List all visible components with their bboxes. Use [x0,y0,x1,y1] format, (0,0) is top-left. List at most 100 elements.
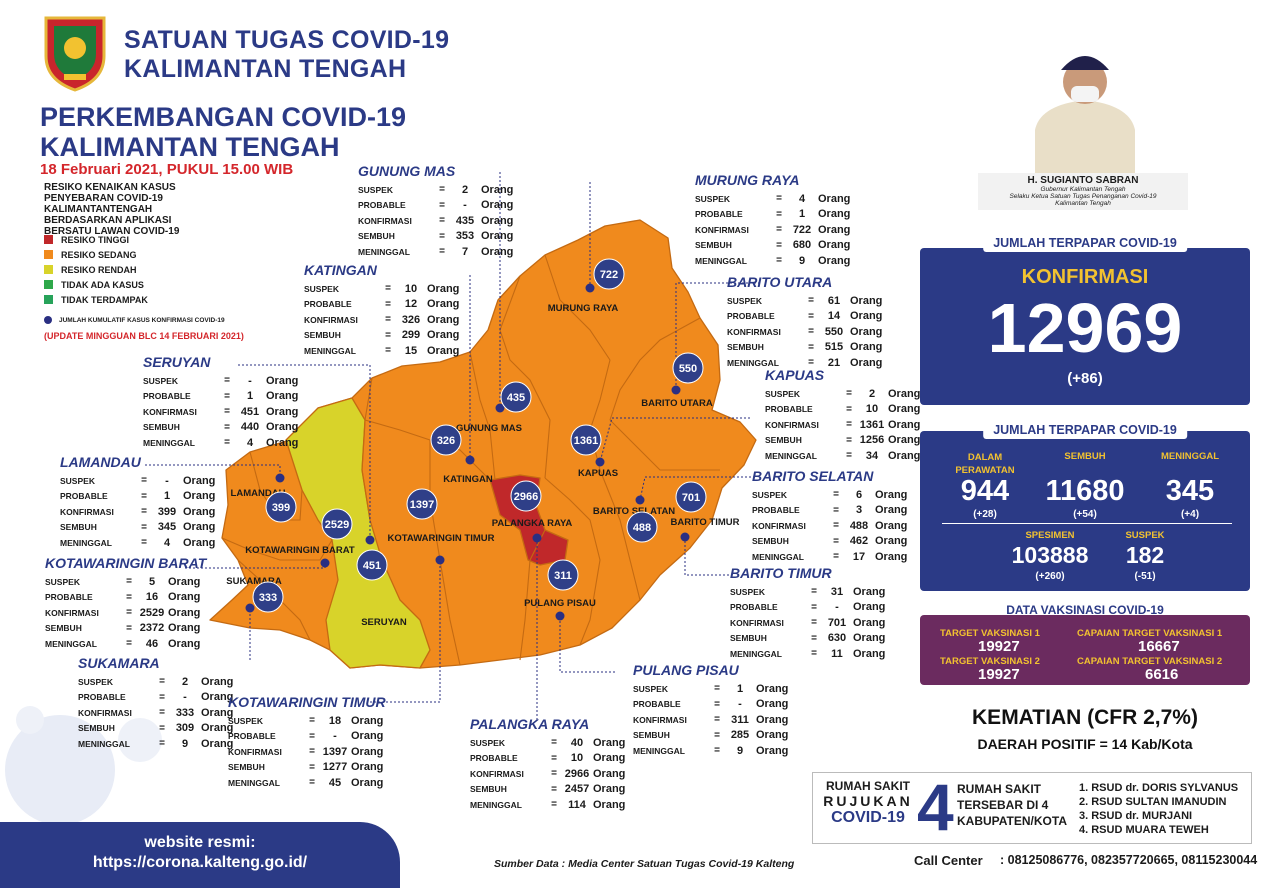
stat-equals: = [159,676,165,688]
stat-unit: Orang [756,682,789,695]
stat-label: SUSPEK [695,193,730,204]
stat-unit: Orang [266,436,299,449]
stat-value: 9 [736,744,744,757]
stat-label: SEMBUH [228,762,265,773]
meninggal-value: 345 [1165,475,1215,507]
map-region-label: LAMANDAU [231,488,286,499]
stat-equals: = [551,768,557,780]
case-bubble-circle [321,508,353,540]
stat-row-meninggal: MENINGGAL = 9 Orang [78,736,233,752]
map-region-label: PULANG PISAU [524,598,596,609]
stat-equals: = [159,707,165,719]
case-bubble-value: 311 [554,570,572,582]
stat-equals: = [159,722,165,734]
stat-label: KONFIRMASI [695,224,749,235]
legend-item: TIDAK ADA KASUS [44,277,148,292]
capaian-2-value: 6616 [1145,666,1179,683]
stat-equals: = [846,388,852,400]
stat-row-sembuh: SEMBUH = 630 Orang [730,631,885,647]
governor-caption: H. SUGIANTO SABRAN Gubernur Kalimantan T… [978,173,1188,210]
hospital-box: RUMAH SAKIT RUJUKAN COVID-19 4 RUMAH SAK… [812,770,1252,844]
stat-unit: Orang [201,737,234,750]
stat-unit: Orang [875,519,908,532]
stat-label: SUSPEK [765,388,800,399]
call-center-label: Call Center [914,853,983,868]
capaian-1-value: 16667 [1138,638,1180,655]
stat-label: SEMBUH [143,422,180,433]
stat-value: 1361 [859,418,885,431]
stat-value: 435 [455,214,475,227]
stat-equals: = [126,607,132,619]
stat-label: SEMBUH [470,784,507,795]
stat-row-suspek: SUSPEK = 18 Orang [228,713,386,729]
case-bubble: 488 [626,511,658,543]
stat-row-konfirmasi: KONFIRMASI = 488 Orang [752,518,907,534]
stat-unit: Orang [427,313,460,326]
stat-label: KONFIRMASI [304,314,358,325]
stat-row-konfirmasi: KONFIRMASI = 550 Orang [727,324,882,340]
dalam-label: DALAM PERAWATAN [955,452,1015,476]
governor-role-2: Selaku Ketua Satuan Tugas Penanganan Cov… [1009,193,1157,200]
stat-label: KONFIRMASI [60,506,114,517]
stat-label: MENINGGAL [78,738,130,749]
stat-equals: = [808,295,814,307]
stat-equals: = [846,403,852,415]
spesimen-value: 103888 [1011,542,1089,568]
stat-unit: Orang [168,591,201,604]
stat-equals: = [846,450,852,462]
map-region-label: MURUNG RAYA [548,303,619,314]
governor-photo [1015,20,1155,175]
stat-label: PROBABLE [60,491,108,502]
stat-unit: Orang [201,706,234,719]
target-2-label: TARGET VAKSINASI 2 [940,656,1040,667]
stat-unit: Orang [168,622,201,635]
stat-value: 311 [731,713,749,726]
stat-unit: Orang [853,616,886,629]
case-bubble: 722 [593,258,625,290]
risk-legend-title: RESIKO KENAIKAN KASUS PENYEBARAN COVID-1… [44,182,180,237]
stat-row-konfirmasi: KONFIRMASI = 1397 Orang [228,744,386,760]
map-region-label: GUNUNG MAS [456,423,522,434]
stat-equals: = [141,537,147,549]
stat-row-konfirmasi: KONFIRMASI = 311 Orang [633,712,788,728]
stat-equals: = [808,341,814,353]
stat-unit: Orang [756,698,789,711]
stat-row-meninggal: MENINGGAL = 9 Orang [633,743,788,759]
stat-unit: Orang [756,729,789,742]
stat-value: 285 [730,729,750,742]
province-map: MURUNG RAYA BARITO UTARA GUNUNG MAS KATINGA… [145,172,760,720]
case-bubble-circle [570,424,602,456]
stat-unit: Orang [481,245,514,258]
region-stats: SUKAMARA SUSPEK = 2 Orang PROBABLE = - Orang KONF… [78,655,233,752]
stat-unit: Orang [266,405,299,418]
map-borders [221,254,720,666]
region-name: LAMANDAU [60,454,141,470]
case-bubble-value: 326 [437,435,455,447]
case-bubble-value: 2966 [514,491,538,503]
stat-unit: Orang [201,691,234,704]
stat-label: SUSPEK [45,576,80,587]
stat-equals: = [309,777,315,789]
stat-equals: = [309,715,315,727]
stat-label: KONFIRMASI [78,707,132,718]
org-title: SATUAN TUGAS COVID-19 KALIMANTAN TENGAH [124,26,449,84]
region-name: KOTAWARINGIN TIMUR [228,694,386,710]
vaccine-panel: TARGET VAKSINASI 1 19927 CAPAIAN TARGET … [920,615,1250,685]
stat-value: 114 [568,798,586,811]
case-bubble-value: 451 [363,560,381,572]
region-stats: LAMANDAU SUSPEK = - Orang PROBABLE = 1 Orang KONF… [60,454,215,551]
org-line-2: KALIMANTAN TENGAH [124,55,407,83]
stat-value: 11 [831,647,843,660]
stat-row-probable: PROBABLE = 12 Orang [304,297,459,313]
case-bubble-value: 1361 [574,435,598,447]
region-stats: PALANGKA RAYA SUSPEK = 40 Orang PROBABLE = 10 Or… [470,716,625,813]
stat-unit: Orang [183,521,216,534]
website-link[interactable]: https://corona.kalteng.go.id/ [92,854,308,871]
stat-value: 451 [240,405,260,418]
stat-value: 1 [246,390,254,403]
stat-label: MENINGGAL [358,246,410,257]
stat-equals: = [811,632,817,644]
stat-label: KONFIRMASI [45,607,99,618]
stat-label: SUSPEK [633,683,668,694]
report-date: 18 Februari 2021, PUKUL 15.00 WIB [40,161,294,178]
